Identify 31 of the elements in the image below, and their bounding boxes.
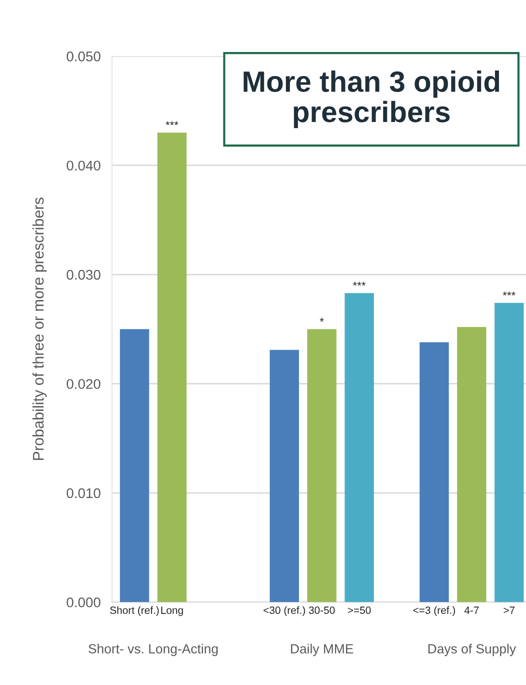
bar [457, 326, 486, 602]
x-tick-label: 30-50 [308, 606, 335, 614]
x-tick-label: <=3 (ref.) [413, 606, 455, 616]
y-tick-label: 0.040 [66, 160, 100, 171]
y-tick-label: 0.050 [66, 52, 100, 62]
text: More than 3 opioid prescribers [244, 70, 500, 128]
annotation: *** [352, 282, 366, 286]
x-tick-label: Long [161, 606, 183, 616]
y-tick-label: 0.010 [66, 488, 100, 498]
x-tick-label: >7 [504, 606, 515, 614]
text: Short- vs. Long-Acting [88, 644, 218, 656]
annotation: *** [166, 121, 178, 126]
x-tick-label: 4-7 [464, 606, 479, 614]
y-tick-label: 0.000 [66, 597, 100, 608]
annotation: * [320, 318, 324, 322]
bar [344, 293, 374, 602]
y-tick-label: 0.030 [66, 270, 100, 280]
x-tick-label: >=50 [348, 606, 371, 614]
bar [120, 329, 150, 602]
bar [270, 350, 299, 602]
text: Daily MME [291, 644, 354, 656]
bar [494, 302, 524, 602]
bar [420, 342, 449, 602]
x-tick-label: <30 (ref.) [264, 606, 305, 616]
y-axis-title: Probability of three or more prescribers [32, 198, 47, 460]
bar [307, 329, 336, 602]
x-tick-label: Short (ref.) [110, 606, 159, 616]
bar [157, 132, 187, 602]
text: Days of Supply [428, 644, 516, 656]
annotation: *** [502, 292, 516, 296]
y-tick-label: 0.020 [66, 379, 100, 389]
